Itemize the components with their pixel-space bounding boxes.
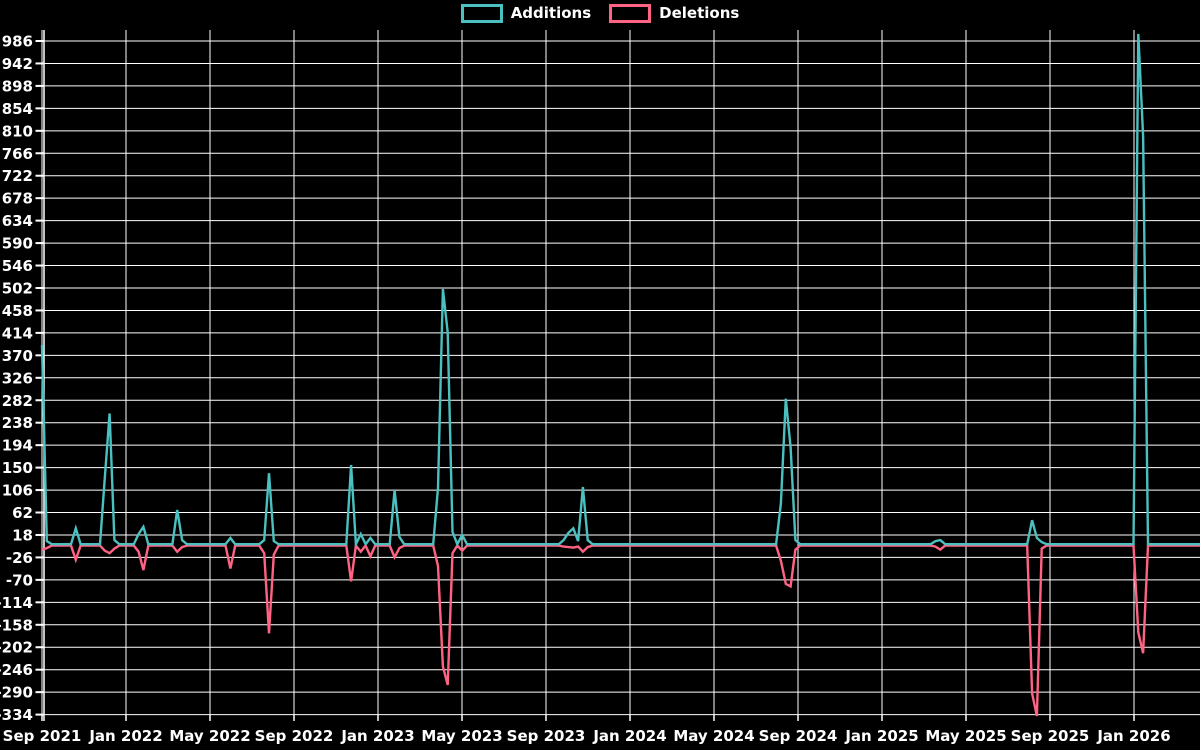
x-tick-label: Sep 2021: [3, 727, 82, 745]
deletions-swatch-icon: [609, 4, 652, 23]
x-tick-label: May 2024: [673, 727, 754, 745]
y-tick-label: 942: [2, 55, 33, 73]
y-tick-label: 810: [2, 122, 33, 140]
y-tick-label: -246: [0, 661, 33, 679]
y-tick-label: 678: [2, 190, 33, 208]
y-tick-label: 326: [2, 369, 33, 387]
y-tick-label: 282: [2, 392, 33, 410]
y-tick-label: 898: [2, 77, 33, 95]
y-tick-label: 458: [2, 302, 33, 320]
y-tick-label: 106: [2, 482, 33, 500]
legend-label-deletions: Deletions: [659, 4, 740, 22]
x-gridlines: Sep 2021 Jan 2022 May 2022 Sep 2022 Jan 2023…: [3, 30, 1171, 745]
x-tick-label: Jan 2025: [844, 727, 918, 745]
y-tick-label: 370: [2, 347, 33, 365]
x-tick-label: Jan 2023: [340, 727, 414, 745]
y-tick-label: 854: [2, 100, 33, 118]
y-gridlines: 986 942 898 854 810 766 722 678 634 590 546 502 458 4…: [0, 33, 1200, 724]
x-tick-label: Jan 2022: [88, 727, 162, 745]
y-tick-label: 18: [12, 526, 33, 544]
y-tick-label: 62: [12, 504, 33, 522]
x-tick-label: Jan 2026: [1096, 727, 1170, 745]
y-tick-label: 502: [2, 279, 33, 297]
y-tick-label: -202: [0, 639, 33, 657]
y-tick-label: 986: [2, 33, 33, 51]
x-tick-label: Sep 2022: [255, 727, 334, 745]
y-tick-label: -158: [0, 616, 33, 634]
x-tick-label: May 2022: [169, 727, 250, 745]
y-tick-label: 194: [2, 437, 33, 455]
y-tick-label: 590: [2, 235, 33, 253]
legend-label-additions: Additions: [510, 4, 592, 22]
x-tick-label: Sep 2025: [1011, 727, 1090, 745]
y-tick-label: 414: [2, 324, 33, 342]
y-tick-label: -114: [0, 594, 33, 612]
y-tick-label: 546: [2, 257, 33, 275]
y-tick-label: -26: [6, 549, 33, 567]
y-tick-label: 766: [2, 145, 33, 163]
y-tick-label: 238: [2, 414, 33, 432]
y-tick-label: -334: [0, 706, 33, 724]
x-tick-label: Jan 2024: [592, 727, 666, 745]
x-tick-label: May 2023: [421, 727, 502, 745]
legend-item-additions[interactable]: Additions: [460, 4, 592, 23]
legend: Additions Deletions: [0, 4, 1200, 23]
x-tick-label: Sep 2024: [759, 727, 838, 745]
additions-swatch-icon: [460, 4, 503, 23]
x-tick-label: Sep 2023: [507, 727, 586, 745]
additions-line: [40, 33, 1200, 549]
x-tick-label: May 2025: [925, 727, 1006, 745]
legend-item-deletions[interactable]: Deletions: [609, 4, 739, 23]
y-tick-label: -290: [0, 684, 33, 702]
y-tick-label: -70: [6, 571, 33, 589]
y-tick-label: 150: [2, 459, 33, 477]
y-tick-label: 722: [2, 167, 33, 185]
deletions-line: [41, 542, 1200, 717]
y-tick-label: 634: [2, 212, 33, 230]
